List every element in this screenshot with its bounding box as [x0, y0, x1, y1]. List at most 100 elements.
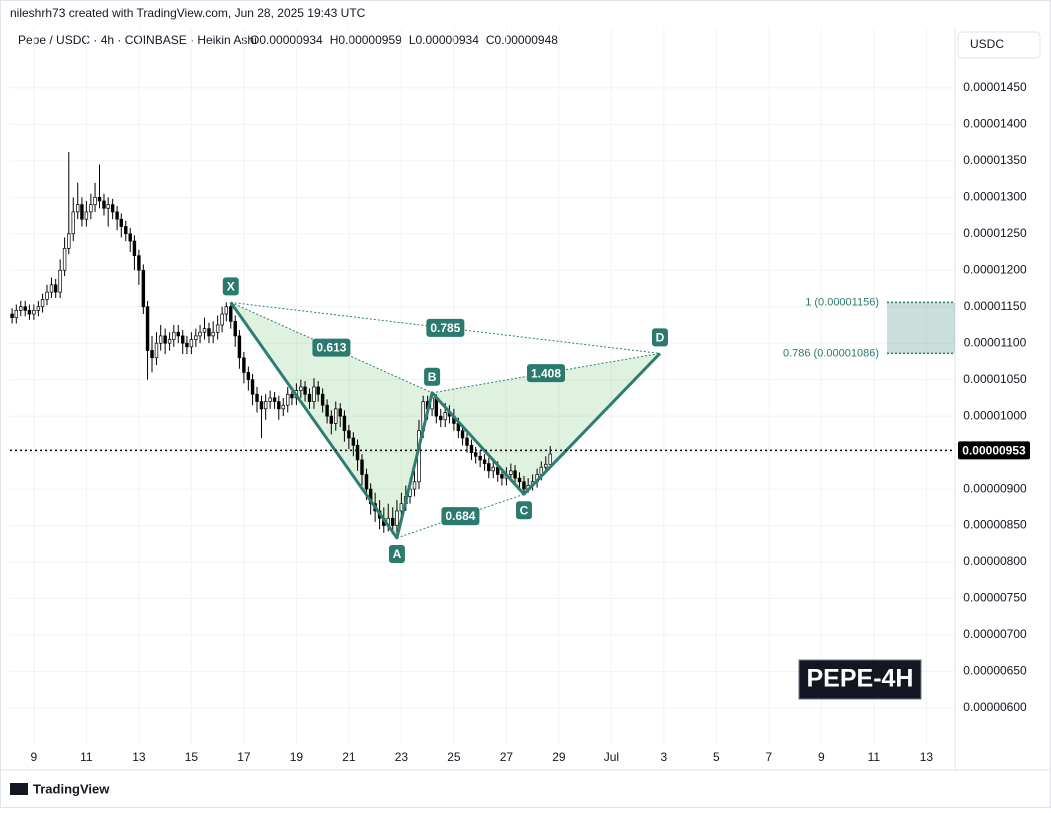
candle-body: [268, 397, 272, 402]
candle-body: [286, 393, 290, 406]
x-tick-label: 7: [766, 750, 773, 764]
ratio-label-box: [527, 364, 566, 383]
candle-body: [522, 481, 526, 490]
x-tick-label: Jul: [604, 750, 619, 764]
ohlc-value: L0.00000934: [409, 33, 479, 47]
candle-body: [391, 517, 395, 526]
candle-body: [263, 401, 268, 410]
y-tick-label: 0.00000700: [963, 627, 1027, 641]
ratio-label: 0.684: [445, 509, 475, 523]
candle-body: [141, 269, 146, 308]
candle-body: [207, 328, 211, 337]
candle-body: [281, 404, 285, 410]
candle-body: [320, 393, 325, 406]
candle-body: [465, 437, 469, 446]
candle-body: [124, 226, 128, 235]
candle-body: [478, 455, 482, 461]
y-tick-label: 0.00001050: [963, 372, 1027, 386]
candle-body: [53, 284, 58, 293]
x-tick-label: 23: [395, 750, 409, 764]
candle-body: [93, 196, 97, 205]
candle-body: [513, 470, 517, 479]
ratio-label: 0.785: [430, 321, 460, 335]
candle-body: [36, 306, 41, 311]
candle-body: [491, 466, 495, 472]
currency-box[interactable]: [957, 31, 1041, 59]
candle-body: [71, 211, 75, 235]
candle-body: [329, 415, 334, 424]
candle-body: [67, 233, 71, 249]
badge-box: [798, 659, 922, 700]
x-tick-label: 5: [713, 750, 720, 764]
candle-body: [158, 335, 163, 344]
ohlc-value: C0.00000948: [486, 33, 558, 47]
candle-body: [487, 463, 491, 472]
point-label-box: [424, 367, 441, 386]
y-tick-label: 0.00000750: [963, 591, 1027, 605]
candle-body: [128, 233, 132, 242]
candle-body: [299, 386, 303, 391]
y-tick-label: 0.00000800: [963, 554, 1027, 568]
ohlc: O0.00000934 H0.00000959 L0.00000934 C0.0000…: [250, 33, 558, 47]
pattern-line: [229, 301, 662, 540]
ohlc-value: O0.00000934: [250, 33, 323, 47]
candle-body: [443, 412, 447, 421]
prz-zone: [887, 302, 955, 354]
candle-body: [509, 470, 513, 475]
candle-body: [119, 218, 124, 227]
x-tick-label: 11: [868, 750, 881, 764]
candle-body: [62, 248, 67, 271]
candle-body: [290, 393, 294, 399]
candle-body: [246, 372, 251, 381]
point-label: D: [656, 331, 665, 345]
y-tick-label: 0.00001150: [964, 299, 1027, 313]
candle-body: [14, 310, 19, 319]
x-tick-label: 19: [290, 750, 304, 764]
point-label-box: [222, 277, 239, 296]
candle-body: [277, 401, 281, 410]
candle-body: [40, 299, 45, 308]
candle-body: [10, 313, 14, 319]
x-tick-label: 9: [818, 750, 825, 764]
candle-body: [255, 393, 259, 402]
x-tick-label: 27: [500, 750, 514, 764]
last-price-label: 0.00000953: [962, 444, 1026, 458]
candle-body: [58, 269, 62, 293]
candle-body: [482, 459, 487, 464]
candle-body: [220, 313, 224, 326]
candle-body: [399, 503, 404, 512]
candle-body: [194, 335, 198, 340]
point-label: X: [227, 280, 235, 294]
candle-body: [473, 452, 478, 457]
x-tick-label: 9: [31, 750, 38, 764]
candle-body: [272, 397, 277, 402]
candle-body: [137, 255, 141, 271]
currency[interactable]: USDC: [970, 37, 1004, 51]
brand: TradingView: [33, 781, 110, 796]
candle-body: [84, 211, 89, 220]
candle-body: [237, 335, 242, 359]
candle-body: [89, 204, 93, 213]
candle-body: [167, 339, 172, 344]
point-label-box: [515, 501, 532, 520]
candle-body: [325, 404, 329, 417]
candle-body: [229, 306, 233, 322]
candle-body: [412, 481, 417, 490]
candle-body: [19, 306, 23, 311]
candle-body: [45, 291, 49, 300]
candle-body: [224, 306, 229, 315]
candle-body: [303, 386, 307, 395]
candle-body: [312, 386, 316, 402]
candle-body: [150, 350, 154, 359]
candle-body: [115, 211, 119, 220]
candle-body: [338, 408, 342, 417]
y-tick-label: 0.00001300: [963, 189, 1027, 203]
prz-label: 0.786 (0.00001086): [783, 347, 879, 359]
y-tick-label: 0.00001350: [963, 153, 1027, 167]
candle-body: [145, 306, 150, 351]
candle-body: [172, 331, 176, 340]
chart-title: Pepe / USDC · 4h · COINBASE · Heikin Ash…: [18, 33, 257, 47]
candle-body: [32, 310, 36, 315]
x-tick-label: 29: [552, 750, 566, 764]
candle-body: [460, 430, 465, 439]
